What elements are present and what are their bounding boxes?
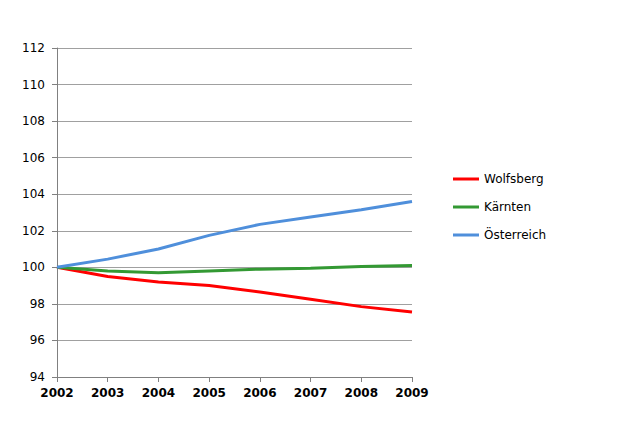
svg-text:108: 108 — [22, 114, 45, 128]
svg-text:2009: 2009 — [395, 386, 428, 400]
svg-text:98: 98 — [30, 297, 45, 311]
svg-text:100: 100 — [22, 260, 45, 274]
svg-text:2003: 2003 — [91, 386, 124, 400]
svg-text:2002: 2002 — [40, 386, 73, 400]
svg-text:112: 112 — [22, 41, 45, 55]
svg-text:2007: 2007 — [294, 386, 327, 400]
svg-text:Österreich: Österreich — [484, 226, 546, 242]
svg-text:96: 96 — [30, 333, 45, 347]
svg-text:102: 102 — [22, 224, 45, 238]
svg-text:2005: 2005 — [192, 386, 225, 400]
svg-text:94: 94 — [30, 370, 45, 384]
svg-text:2004: 2004 — [142, 386, 175, 400]
svg-text:Wolfsberg: Wolfsberg — [484, 172, 544, 186]
svg-text:2008: 2008 — [345, 386, 378, 400]
svg-text:104: 104 — [22, 187, 45, 201]
svg-text:110: 110 — [22, 78, 45, 92]
svg-text:Kärnten: Kärnten — [484, 200, 531, 214]
svg-text:106: 106 — [22, 151, 45, 165]
svg-text:2006: 2006 — [243, 386, 276, 400]
